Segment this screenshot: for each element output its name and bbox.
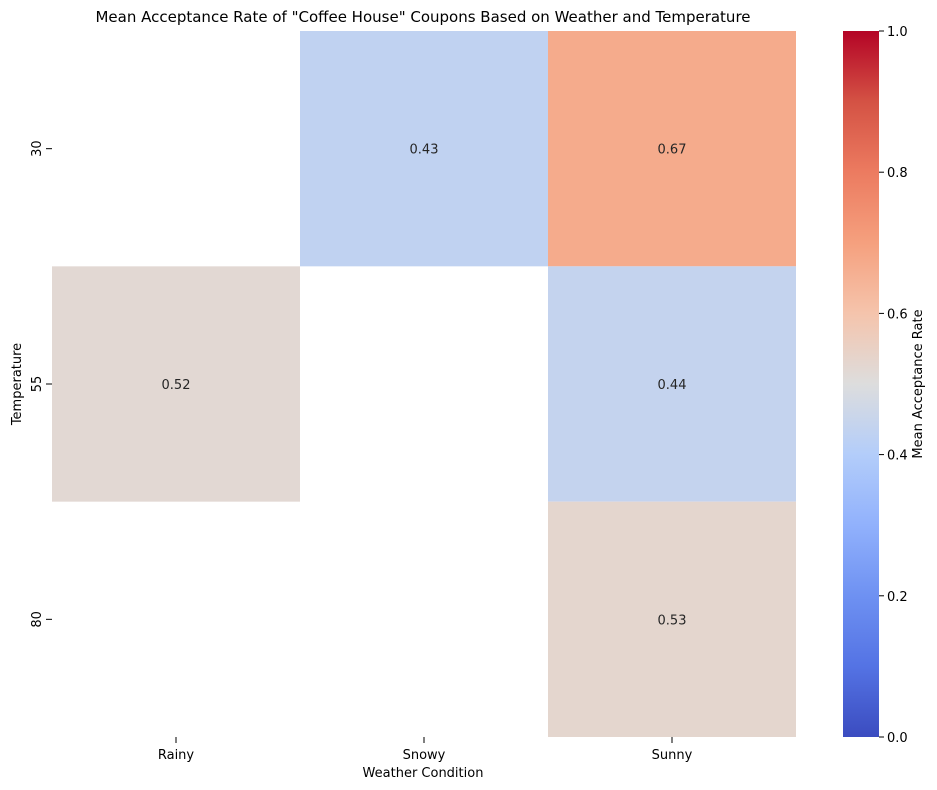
y-axis-label: Temperature — [10, 343, 25, 426]
colorbar-tick-label: 1.0 — [887, 25, 908, 40]
colorbar-tick-label: 0.8 — [887, 166, 908, 181]
x-tick-label: Snowy — [403, 748, 446, 763]
colorbar-tick-label: 0.6 — [887, 307, 908, 322]
y-tick-label: 30 — [30, 140, 45, 157]
x-tick-label: Rainy — [158, 748, 195, 763]
colorbar-gradient-bar — [843, 31, 879, 737]
chart-title: Mean Acceptance Rate of "Coffee House" C… — [95, 8, 750, 26]
cell-value-label: 0.43 — [410, 143, 439, 158]
y-tick-label: 55 — [30, 376, 45, 393]
heatmap-cell — [300, 31, 548, 267]
cell-value-label: 0.53 — [658, 613, 687, 628]
cell-value-label: 0.44 — [658, 378, 687, 393]
x-axis: Rainy Snowy Sunny — [158, 737, 693, 763]
colorbar: 0.0 0.2 0.4 0.6 0.8 1.0 — [843, 25, 908, 746]
cell-value-label: 0.52 — [162, 378, 191, 393]
colorbar-tick-label: 0.0 — [887, 731, 908, 746]
heatmap-cell — [548, 501, 796, 737]
heatmap-cell — [548, 31, 796, 267]
x-tick-label: Sunny — [652, 748, 693, 763]
colorbar-tick-label: 0.2 — [887, 590, 908, 605]
heatmap-plot-area: 0.43 0.67 0.52 0.44 0.53 — [52, 31, 796, 737]
heatmap-cell — [548, 266, 796, 502]
x-axis-label: Weather Condition — [363, 766, 484, 781]
colorbar-tick-label: 0.4 — [887, 449, 908, 464]
y-axis: 30 55 80 — [30, 140, 52, 628]
y-tick-label: 80 — [30, 611, 45, 628]
heatmap-cell — [52, 266, 300, 502]
colorbar-label: Mean Acceptance Rate — [911, 309, 926, 458]
cell-value-label: 0.67 — [658, 143, 687, 158]
